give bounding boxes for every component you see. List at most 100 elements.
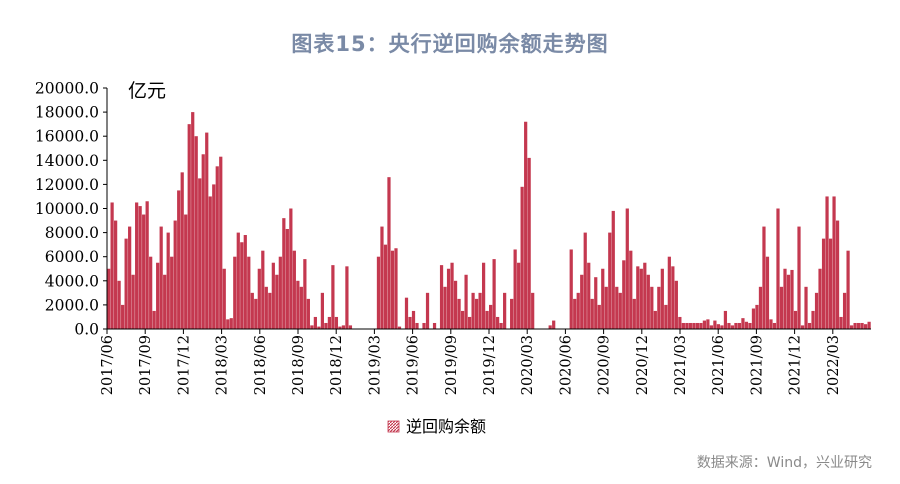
bar: [205, 132, 209, 329]
bar: [580, 274, 584, 329]
bar: [527, 157, 531, 329]
bar: [842, 292, 847, 329]
x-tick-label: 2020/06: [558, 335, 574, 395]
bar: [327, 316, 332, 329]
bar: [828, 238, 833, 330]
bar: [194, 136, 198, 329]
bar: [639, 268, 643, 329]
bar: [313, 316, 317, 329]
bar: [460, 310, 465, 329]
bar: [706, 319, 710, 329]
bar: [383, 244, 388, 329]
bar: [226, 319, 230, 329]
bar: [296, 280, 300, 329]
bar: [233, 256, 237, 329]
x-tick-label: 2018/12: [329, 335, 345, 395]
bar: [170, 256, 174, 329]
bar: [341, 325, 346, 329]
bar: [285, 228, 289, 329]
chart-title: 图表15：央行逆回购余额走势图: [291, 32, 609, 56]
bar: [503, 292, 507, 329]
bar: [797, 226, 801, 329]
bar: [184, 214, 188, 329]
bar: [762, 226, 766, 329]
legend: 逆回购余额: [387, 417, 486, 436]
bar: [685, 322, 689, 329]
bar: [716, 324, 721, 329]
bar: [390, 250, 395, 329]
bar: [653, 310, 657, 329]
bar: [818, 268, 822, 329]
x-tick-label: 2019/09: [444, 335, 460, 395]
bar: [657, 286, 661, 329]
bar: [643, 262, 647, 329]
bar: [688, 322, 692, 329]
bar: [446, 268, 451, 329]
x-axis-ticks: 2017/06 2017/09 2017/12 2018/03 2018/06 2018/…: [100, 329, 842, 395]
bar: [247, 256, 251, 329]
bar: [755, 304, 759, 329]
bar: [208, 196, 212, 329]
y-tick-label: 10000.0: [35, 200, 99, 218]
x-tick-label: 2020/09: [597, 335, 613, 395]
bar: [517, 262, 521, 329]
bar: [191, 112, 195, 329]
bar: [723, 310, 728, 329]
bar: [835, 220, 840, 329]
bar: [408, 316, 412, 329]
bar: [793, 310, 798, 329]
y-tick-label: 12000.0: [35, 176, 99, 194]
bar: [173, 220, 177, 329]
bar: [863, 324, 868, 329]
bar: [282, 218, 286, 329]
y-tick-label: 2000.0: [45, 296, 99, 314]
x-tick-label: 2017/06: [100, 335, 116, 395]
bar: [622, 260, 626, 329]
bar: [425, 292, 430, 329]
x-tick-label: 2020/12: [635, 335, 651, 395]
bar: [611, 210, 615, 329]
bar: [261, 250, 265, 329]
bar: [720, 325, 724, 329]
bar: [338, 326, 342, 329]
bar: [212, 184, 216, 329]
bar: [646, 274, 650, 329]
bar: [481, 262, 486, 329]
x-tick-label: 2019/03: [367, 335, 383, 395]
bar: [229, 318, 233, 329]
bar: [681, 322, 685, 329]
bar: [601, 268, 605, 329]
bar: [187, 124, 191, 330]
y-tick-label: 8000.0: [45, 224, 99, 242]
x-tick-label: 2017/12: [176, 335, 192, 395]
bar: [860, 322, 864, 329]
bar: [839, 316, 843, 329]
bar: [587, 262, 591, 329]
bar: [660, 268, 664, 329]
y-tick-label: 6000.0: [45, 248, 99, 266]
bar: [790, 269, 794, 329]
bar: [804, 286, 808, 329]
bar: [289, 208, 293, 329]
bar: [201, 154, 205, 329]
bar: [727, 322, 731, 329]
bar: [457, 298, 461, 330]
y-tick-label: 4000.0: [45, 272, 99, 290]
bar: [145, 201, 149, 329]
bar: [432, 322, 437, 329]
bar: [741, 318, 745, 329]
bar: [758, 286, 763, 329]
bar: [513, 249, 517, 329]
bar: [832, 196, 836, 329]
bar: [422, 322, 426, 329]
bar: [779, 286, 784, 329]
bar: [569, 249, 573, 329]
bar: [142, 214, 146, 329]
bar: [667, 256, 671, 329]
x-tick-label: 2021/12: [788, 335, 804, 395]
bar: [310, 325, 314, 329]
bar: [800, 325, 805, 329]
bar: [772, 322, 777, 329]
bar: [573, 298, 577, 330]
